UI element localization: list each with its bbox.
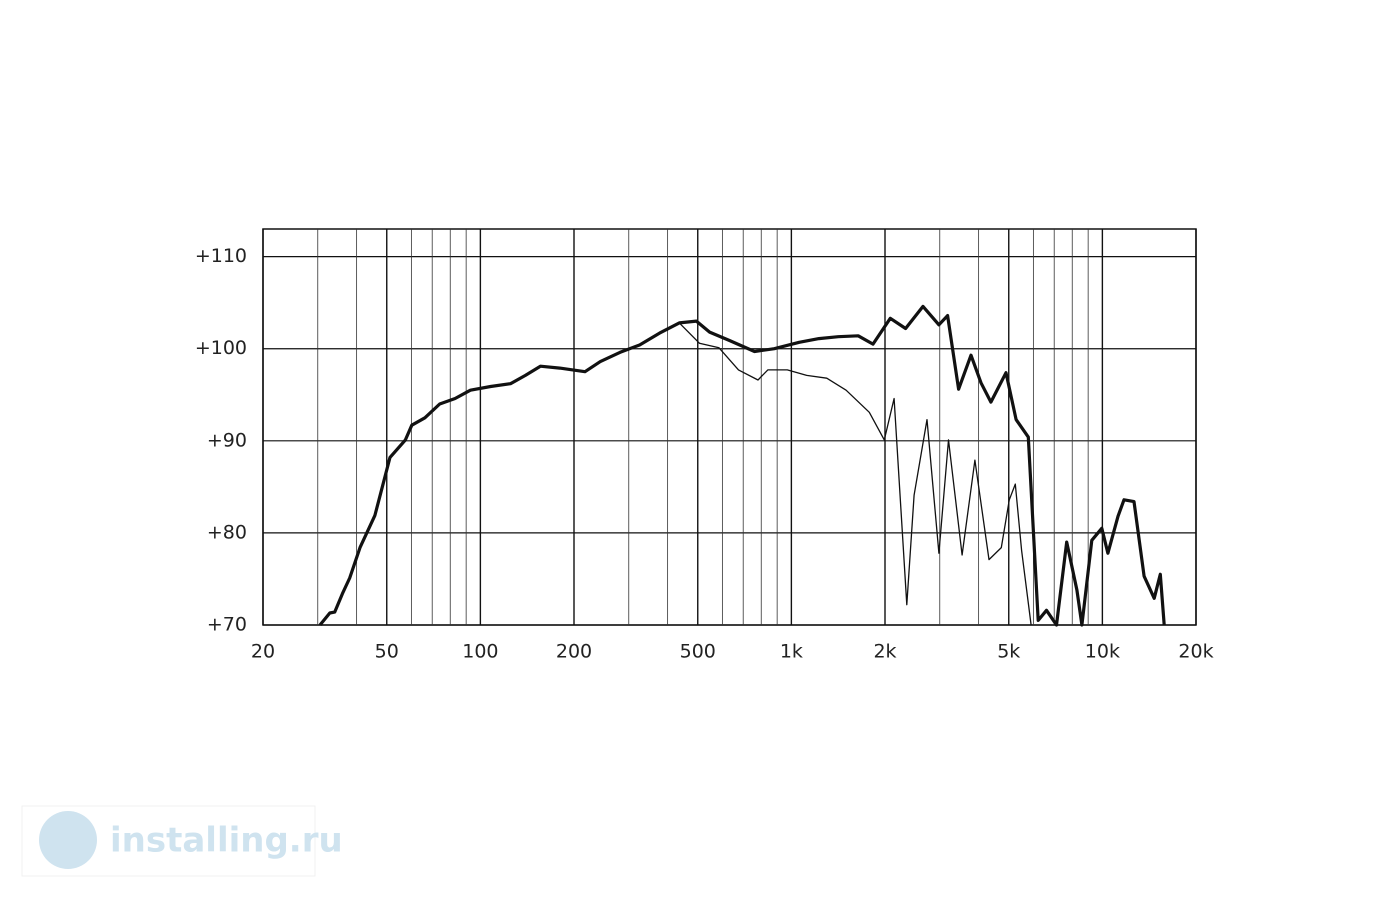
watermark-logo (39, 811, 97, 869)
x-tick-label: 20k (1178, 641, 1213, 663)
y-tick-label: +70 (207, 614, 247, 636)
x-tick-label: 20 (251, 641, 275, 663)
watermark-box (21, 805, 316, 877)
y-tick-label: +90 (207, 429, 247, 451)
x-tick-label: 500 (680, 641, 716, 663)
x-tick-label: 10k (1085, 641, 1120, 663)
y-tick-label: +110 (195, 245, 247, 267)
plot-frame (262, 228, 1197, 626)
x-tick-label: 2k (873, 641, 896, 663)
response-line (678, 322, 1032, 626)
x-tick-label: 5k (997, 641, 1020, 663)
x-tick-label: 100 (462, 641, 498, 663)
y-tick-label: +80 (207, 521, 247, 543)
watermark: installing.ru (110, 821, 343, 861)
x-tick-label: 1k (780, 641, 803, 663)
x-tick-label: 50 (375, 641, 399, 663)
y-tick-label: +100 (195, 337, 247, 359)
response-line (318, 304, 1166, 627)
x-tick-label: 200 (556, 641, 592, 663)
